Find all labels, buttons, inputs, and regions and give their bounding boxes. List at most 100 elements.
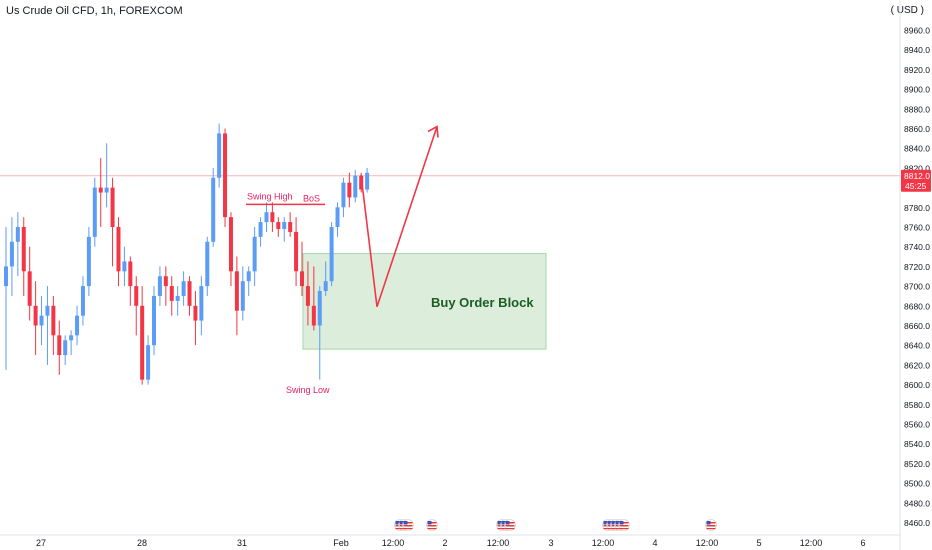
candle xyxy=(27,246,32,321)
time-tick-label: 6 xyxy=(860,538,865,548)
candle-body xyxy=(217,133,222,178)
candle xyxy=(33,281,38,356)
candle-body xyxy=(270,212,275,223)
candle-body xyxy=(33,305,38,326)
price-tick-label: 8780.0 xyxy=(904,203,930,213)
candle xyxy=(187,276,192,316)
candle xyxy=(163,266,168,306)
candle-body xyxy=(27,271,32,306)
time-tick-label: 3 xyxy=(548,538,553,548)
candle xyxy=(252,227,257,287)
candle-body xyxy=(317,291,322,326)
candle xyxy=(134,276,139,336)
candle-body xyxy=(86,236,91,287)
price-tick-label: 8860.0 xyxy=(904,124,930,134)
time-tick-label: 27 xyxy=(36,538,46,548)
time-tick-label: 12:00 xyxy=(592,538,615,548)
price-tick-label: 8740.0 xyxy=(904,242,930,252)
price-tick-label: 8920.0 xyxy=(904,65,930,75)
candle xyxy=(86,227,91,296)
price-tick-label: 8940.0 xyxy=(904,45,930,55)
candle-body xyxy=(152,295,156,346)
candle-body xyxy=(211,177,216,242)
us-flag-icon[interactable] xyxy=(504,519,516,531)
candle-body xyxy=(128,261,133,287)
candle-body xyxy=(323,281,328,292)
candle xyxy=(4,227,8,370)
us-flag-icon[interactable] xyxy=(426,519,438,531)
candle xyxy=(270,202,275,232)
candle-body xyxy=(15,227,20,242)
candle xyxy=(223,128,228,227)
candle xyxy=(335,202,340,237)
candle-body xyxy=(45,305,50,316)
candle xyxy=(69,330,74,356)
candles xyxy=(4,123,370,385)
price-tick-label: 8900.0 xyxy=(904,85,930,95)
candle xyxy=(128,256,133,306)
candle xyxy=(152,286,156,356)
us-flag-icon[interactable] xyxy=(402,519,414,531)
candle-body xyxy=(193,305,198,321)
candle-body xyxy=(223,133,228,218)
candle-body xyxy=(39,315,44,326)
candle xyxy=(258,217,263,247)
candle xyxy=(228,212,233,287)
candle-body xyxy=(75,315,80,336)
candle xyxy=(92,177,97,247)
candle-body xyxy=(122,261,127,272)
candle xyxy=(264,202,269,232)
candle xyxy=(240,266,245,321)
candle-body xyxy=(282,222,287,229)
time-tick-label: 12:00 xyxy=(800,538,823,548)
candle xyxy=(211,167,216,247)
price-tick-label: 8520.0 xyxy=(904,459,930,469)
candle-body xyxy=(21,227,26,272)
candle xyxy=(347,172,352,208)
candle xyxy=(317,286,322,380)
candle xyxy=(181,271,186,306)
price-tick-label: 8760.0 xyxy=(904,223,930,233)
order-block-rect[interactable] xyxy=(302,253,547,350)
us-flag-icon[interactable] xyxy=(705,519,717,531)
candle-body xyxy=(300,271,304,287)
candle-body xyxy=(228,217,233,272)
time-tick-label: 31 xyxy=(237,538,247,548)
candle xyxy=(341,177,346,218)
candle-body xyxy=(163,276,168,287)
candle-body xyxy=(134,286,139,306)
candle-body xyxy=(169,286,174,301)
candle-body xyxy=(276,222,281,229)
candle xyxy=(175,286,180,316)
candle-body xyxy=(110,187,115,227)
price-tick-label: 8560.0 xyxy=(904,420,930,430)
candle-body xyxy=(305,286,310,306)
candle xyxy=(104,143,109,208)
candle xyxy=(199,276,204,336)
price-axis: 8960.0 8940.0 8920.0 8900.0 8880.0 8860.0 8840… xyxy=(899,0,931,550)
price-tick-label: 8460.0 xyxy=(904,518,930,528)
price-tick-label: 8600.0 xyxy=(904,380,930,390)
candle-body xyxy=(264,212,269,223)
candle xyxy=(146,335,151,385)
candle-body xyxy=(205,241,210,287)
candle xyxy=(116,217,121,287)
candle xyxy=(39,295,44,346)
candle-body xyxy=(69,335,74,341)
price-tick-label: 8640.0 xyxy=(904,341,930,351)
swing-high-label: Swing High xyxy=(247,191,293,201)
us-flag-icon[interactable] xyxy=(618,519,630,531)
candle-body xyxy=(234,271,239,311)
candle-body xyxy=(252,236,257,272)
candle-body xyxy=(240,281,245,311)
candle-body xyxy=(294,231,299,272)
candle-body xyxy=(157,276,162,296)
candle-body xyxy=(116,227,121,272)
price-tick-label: 8960.0 xyxy=(904,26,930,36)
candle xyxy=(329,222,334,287)
candle xyxy=(323,261,328,296)
price-tick-label: 8680.0 xyxy=(904,301,930,311)
price-tick-label: 8500.0 xyxy=(904,479,930,489)
candle-body xyxy=(246,271,251,282)
